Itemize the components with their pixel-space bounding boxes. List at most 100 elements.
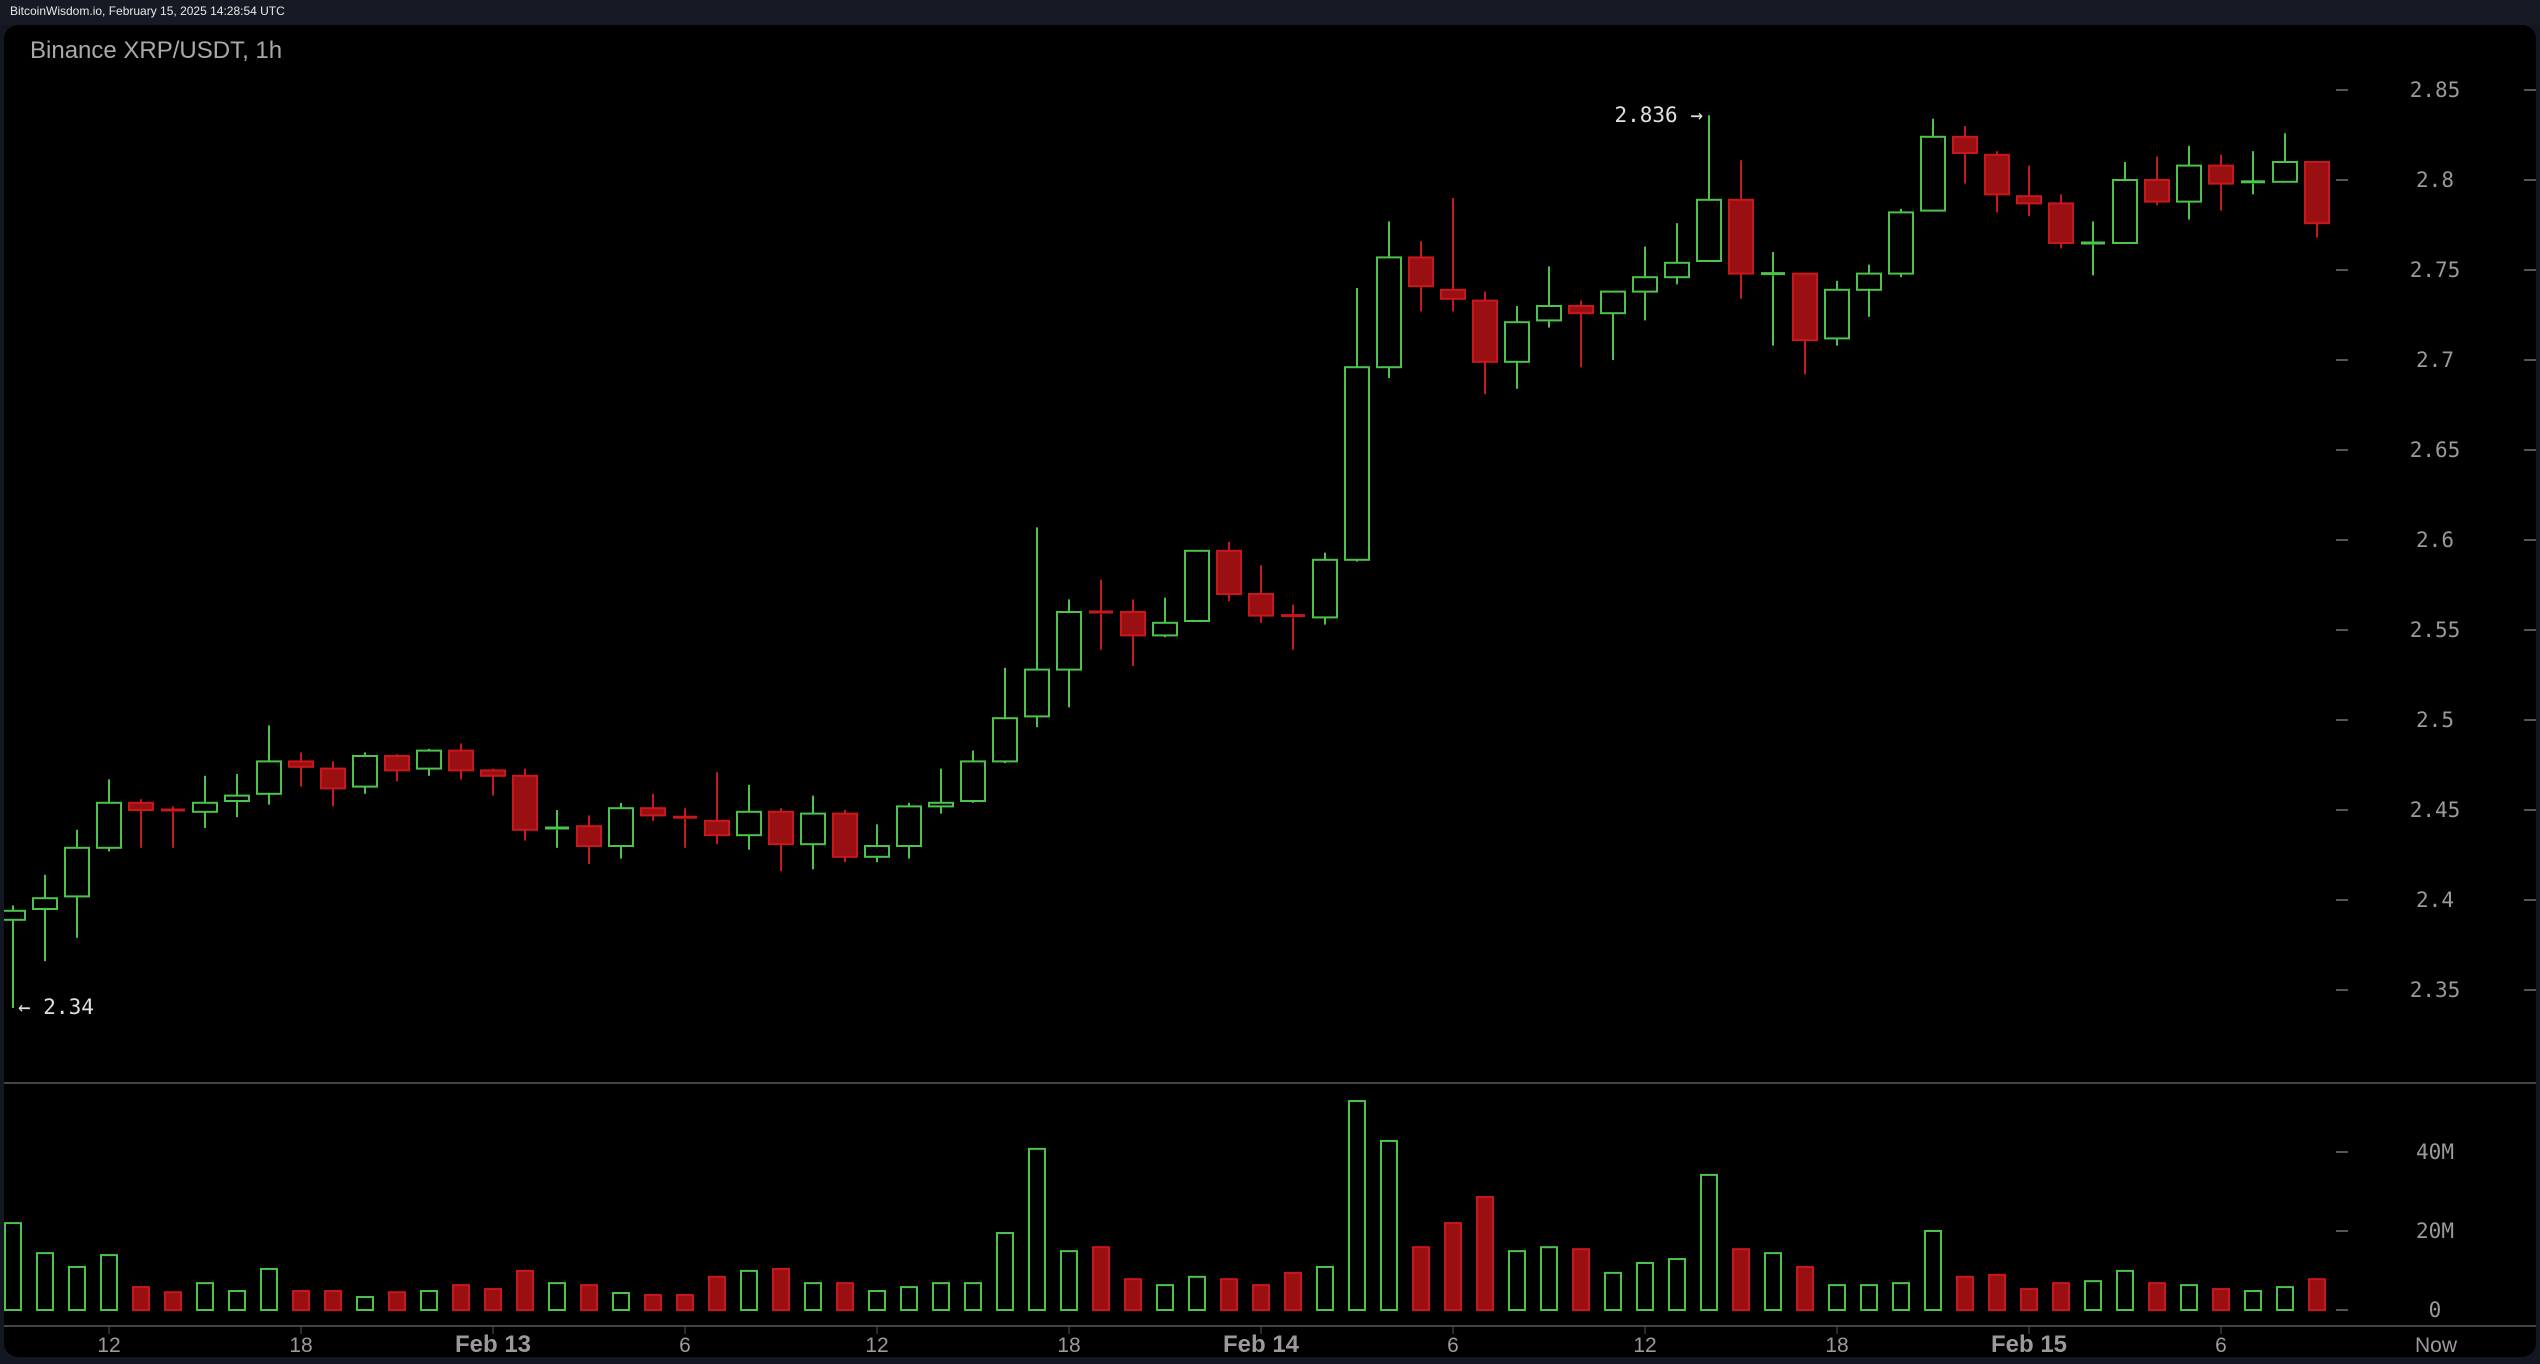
- volume-bar-down[interactable]: [836, 1282, 854, 1312]
- volume-bar-down[interactable]: [388, 1291, 406, 1311]
- candle-body-up[interactable]: [1888, 211, 1914, 275]
- candle-body-up[interactable]: [1856, 272, 1882, 291]
- candle-body-up[interactable]: [2176, 164, 2202, 203]
- candle-body-up[interactable]: [1632, 276, 1658, 293]
- candle-doji-up[interactable]: [1761, 272, 1785, 276]
- candle-body-up[interactable]: [928, 801, 954, 808]
- volume-bar-up[interactable]: [740, 1269, 758, 1312]
- volume-bar-up[interactable]: [100, 1254, 118, 1311]
- candle-body-up[interactable]: [896, 805, 922, 848]
- volume-bar-down[interactable]: [1796, 1265, 1814, 1311]
- candle-doji-down[interactable]: [1281, 614, 1305, 618]
- volume-bar-down[interactable]: [1124, 1278, 1142, 1311]
- volume-bar-down[interactable]: [2148, 1282, 2166, 1312]
- volume-bar-down[interactable]: [324, 1290, 342, 1312]
- candle-body-down[interactable]: [2304, 161, 2330, 225]
- volume-bar-up[interactable]: [1508, 1250, 1526, 1312]
- candle-body-up[interactable]: [256, 760, 282, 795]
- candle-body-down[interactable]: [384, 755, 410, 772]
- volume-bar-down[interactable]: [516, 1269, 534, 1312]
- candle-body-down[interactable]: [1216, 549, 1242, 595]
- volume-bar-down[interactable]: [2020, 1288, 2038, 1311]
- volume-bar-down[interactable]: [676, 1293, 694, 1311]
- candle-body-down[interactable]: [1952, 135, 1978, 155]
- volume-bar-up[interactable]: [932, 1282, 950, 1312]
- candle-body-up[interactable]: [2272, 161, 2298, 183]
- candle-body-up[interactable]: [960, 760, 986, 803]
- volume-bar-up[interactable]: [356, 1295, 374, 1311]
- candle-body-up[interactable]: [96, 801, 122, 849]
- candle-body-down[interactable]: [1728, 198, 1754, 275]
- volume-bar-up[interactable]: [1828, 1284, 1846, 1311]
- volume-bar-down[interactable]: [452, 1284, 470, 1311]
- volume-bar-up[interactable]: [2276, 1286, 2294, 1311]
- volume-bar-up[interactable]: [1156, 1284, 1174, 1311]
- candle-body-up[interactable]: [1664, 261, 1690, 279]
- candle-body-down[interactable]: [320, 767, 346, 790]
- candle-body-up[interactable]: [800, 812, 826, 846]
- volume-bar-up[interactable]: [1924, 1230, 1942, 1311]
- candle-body-down[interactable]: [832, 812, 858, 858]
- candle-body-down[interactable]: [704, 819, 730, 837]
- candle-body-down[interactable]: [2144, 179, 2170, 203]
- candle-doji-down[interactable]: [161, 808, 185, 812]
- candle-body-up[interactable]: [1024, 668, 1050, 718]
- volume-bar-down[interactable]: [1444, 1222, 1462, 1311]
- candle-body-down[interactable]: [288, 760, 314, 768]
- volume-bar-up[interactable]: [996, 1231, 1014, 1311]
- candle-body-down[interactable]: [640, 807, 666, 817]
- candle-doji-up[interactable]: [2241, 180, 2265, 184]
- volume-bar-up[interactable]: [68, 1265, 86, 1311]
- volume-bar-up[interactable]: [2244, 1290, 2262, 1312]
- candle-body-down[interactable]: [2208, 164, 2234, 185]
- candle-body-down[interactable]: [1472, 299, 1498, 363]
- volume-bar-up[interactable]: [2084, 1280, 2102, 1312]
- volume-bar-up[interactable]: [548, 1282, 566, 1312]
- candle-body-up[interactable]: [2112, 179, 2138, 244]
- candle-body-down[interactable]: [1984, 153, 2010, 196]
- volume-bar-up[interactable]: [964, 1282, 982, 1312]
- candle-body-up[interactable]: [864, 845, 890, 858]
- volume-bar-up[interactable]: [260, 1267, 278, 1312]
- volume-bar-up[interactable]: [804, 1282, 822, 1312]
- candle-body-up[interactable]: [224, 794, 250, 802]
- candle-doji-down[interactable]: [1089, 610, 1113, 614]
- volume-bar-down[interactable]: [484, 1288, 502, 1311]
- volume-bar-up[interactable]: [36, 1252, 54, 1311]
- candle-body-up[interactable]: [992, 717, 1018, 763]
- candle-body-down[interactable]: [576, 825, 602, 848]
- volume-bar-up[interactable]: [4, 1222, 22, 1311]
- candle-body-up[interactable]: [352, 755, 378, 788]
- volume-bar-down[interactable]: [2308, 1278, 2326, 1311]
- volume-bar-up[interactable]: [1636, 1261, 1654, 1311]
- volume-bar-down[interactable]: [580, 1284, 598, 1311]
- volume-bar-down[interactable]: [2052, 1282, 2070, 1312]
- volume-bar-up[interactable]: [1188, 1275, 1206, 1311]
- candle-doji-up[interactable]: [2081, 241, 2105, 245]
- volume-bar-down[interactable]: [1252, 1284, 1270, 1311]
- volume-bar-up[interactable]: [868, 1290, 886, 1312]
- candle-body-down[interactable]: [1120, 611, 1146, 637]
- volume-bar-up[interactable]: [1700, 1173, 1718, 1312]
- volume-bar-down[interactable]: [1732, 1248, 1750, 1312]
- volume-bar-up[interactable]: [1668, 1258, 1686, 1312]
- volume-bar-down[interactable]: [1412, 1246, 1430, 1311]
- candle-body-up[interactable]: [1344, 366, 1370, 561]
- volume-bar-up[interactable]: [196, 1282, 214, 1312]
- volume-bar-down[interactable]: [1220, 1278, 1238, 1311]
- volume-bar-up[interactable]: [1540, 1246, 1558, 1311]
- volume-bar-down[interactable]: [772, 1267, 790, 1312]
- volume-bar-up[interactable]: [1892, 1282, 1910, 1312]
- volume-bar-up[interactable]: [900, 1286, 918, 1311]
- candle-body-down[interactable]: [448, 749, 474, 772]
- candle-body-down[interactable]: [2048, 202, 2074, 244]
- candlestick-chart[interactable]: 2.85 2.8 2.75 2.7 2.65 2.6 2.55 2.5 2.45 2.4 2.35 4…: [4, 25, 2536, 1357]
- volume-bar-down[interactable]: [1572, 1248, 1590, 1312]
- candle-body-down[interactable]: [128, 801, 154, 811]
- volume-bar-down[interactable]: [164, 1291, 182, 1311]
- volume-bar-up[interactable]: [1764, 1252, 1782, 1311]
- volume-bar-up[interactable]: [1860, 1284, 1878, 1311]
- volume-bar-up[interactable]: [420, 1290, 438, 1312]
- volume-bar-up[interactable]: [228, 1290, 246, 1312]
- volume-bar-down[interactable]: [1956, 1275, 1974, 1311]
